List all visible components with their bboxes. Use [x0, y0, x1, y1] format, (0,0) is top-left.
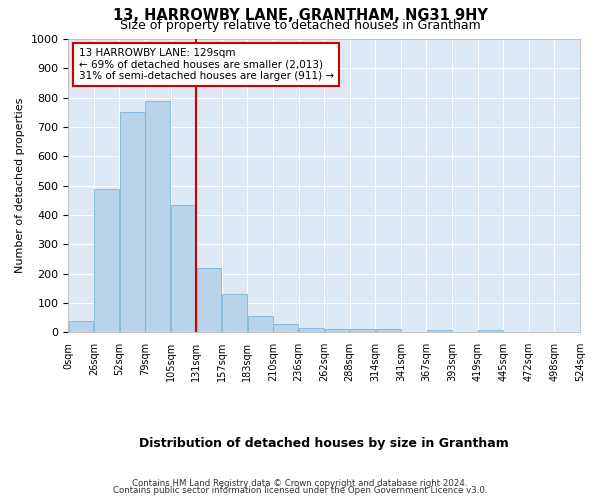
Bar	[274, 324, 298, 332]
X-axis label: Distribution of detached houses by size in Grantham: Distribution of detached houses by size …	[139, 437, 509, 450]
Bar	[197, 268, 221, 332]
Text: 13, HARROWBY LANE, GRANTHAM, NG31 9HY: 13, HARROWBY LANE, GRANTHAM, NG31 9HY	[113, 8, 487, 22]
Bar	[248, 316, 272, 332]
Bar	[145, 100, 170, 332]
Y-axis label: Number of detached properties: Number of detached properties	[15, 98, 25, 274]
Bar	[478, 330, 503, 332]
Bar	[68, 320, 94, 332]
Bar	[120, 112, 145, 332]
Bar	[427, 330, 452, 332]
Bar	[94, 188, 119, 332]
Text: 13 HARROWBY LANE: 129sqm
← 69% of detached houses are smaller (2,013)
31% of sem: 13 HARROWBY LANE: 129sqm ← 69% of detach…	[79, 48, 334, 81]
Bar	[299, 328, 324, 332]
Text: Size of property relative to detached houses in Grantham: Size of property relative to detached ho…	[119, 18, 481, 32]
Bar	[325, 330, 349, 332]
Bar	[376, 330, 401, 332]
Text: Contains public sector information licensed under the Open Government Licence v3: Contains public sector information licen…	[113, 486, 487, 495]
Bar	[222, 294, 247, 333]
Bar	[171, 204, 196, 332]
Text: Contains HM Land Registry data © Crown copyright and database right 2024.: Contains HM Land Registry data © Crown c…	[132, 478, 468, 488]
Bar	[350, 330, 375, 332]
